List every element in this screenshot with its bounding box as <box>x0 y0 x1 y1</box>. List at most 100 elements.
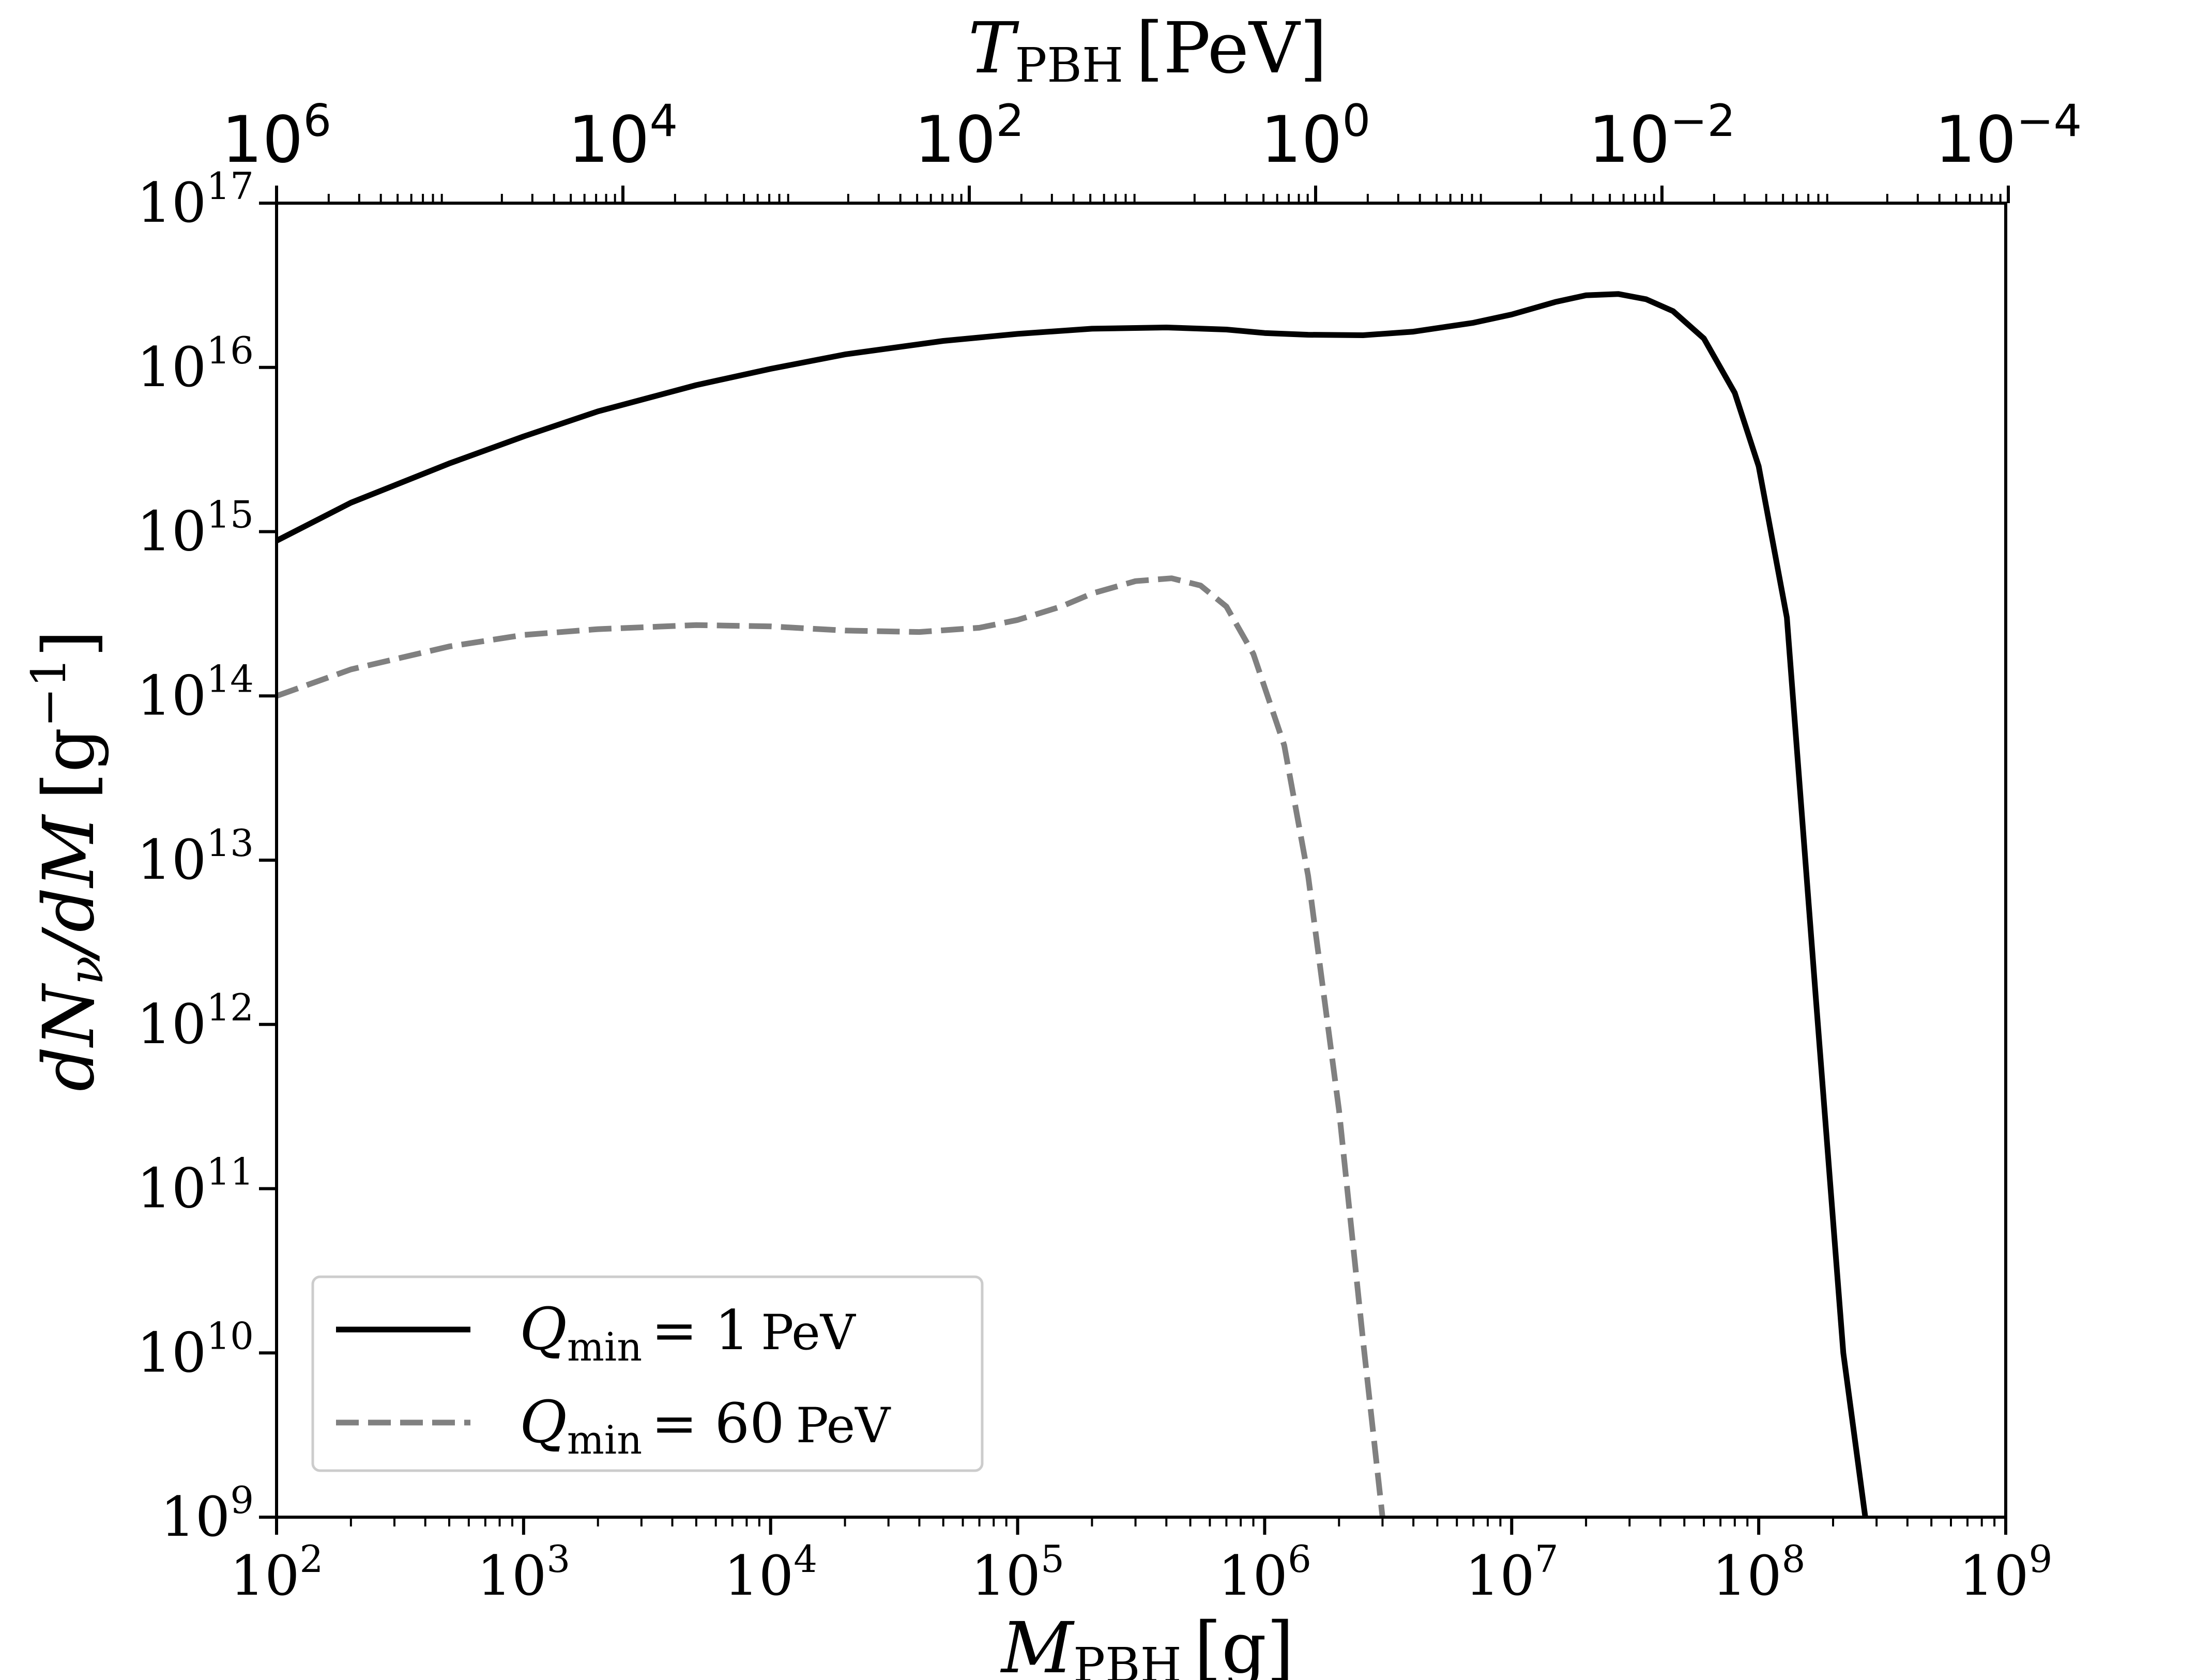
top-tick-exp: −4 <box>2017 95 2082 147</box>
y-axis-title-unit-close: ] <box>28 630 110 658</box>
y-tick-base: 10 <box>136 828 206 892</box>
top-tick-exp: 4 <box>650 95 678 147</box>
top-tick-exp: 0 <box>1342 95 1371 147</box>
x-tick-base: 10 <box>724 1544 794 1608</box>
top-axis-title: TPBH [PeV] <box>968 8 1328 93</box>
legend-2-unit: PeV <box>796 1398 892 1454</box>
legend-label-1: Qmin = 1 PeV <box>520 1296 857 1370</box>
y-tick-label: 109 <box>160 1478 254 1549</box>
series-layer <box>277 291 1868 1517</box>
y-tick-label: 1013 <box>136 821 254 892</box>
legend-1-equals: = 1 <box>651 1299 750 1362</box>
x-axis-title-sub: PBH <box>1073 1638 1182 1680</box>
y-tick-exp: 12 <box>206 986 254 1029</box>
x-tick-label: 103 <box>477 1537 571 1608</box>
top-axis-title-unit: [PeV] <box>1136 8 1327 89</box>
top-tick-exp: 2 <box>996 95 1025 147</box>
major-ticks <box>259 186 2010 1535</box>
y-tick-exp: 11 <box>206 1150 254 1194</box>
series-line-2 <box>277 575 1387 1517</box>
y-tick-base: 10 <box>160 1485 230 1549</box>
y-tick-base: 10 <box>136 664 206 727</box>
x-tick-base: 10 <box>971 1544 1041 1608</box>
x-tick-exp: 5 <box>1041 1537 1064 1581</box>
top-tick-base: 10 <box>1589 103 1670 177</box>
y-tick-exp: 13 <box>206 821 254 865</box>
x-tick-base: 10 <box>1218 1544 1288 1608</box>
y-axis-title-main: dN <box>28 983 110 1091</box>
x-tick-label: 107 <box>1465 1537 1559 1608</box>
top-tick-label: 10−2 <box>1589 95 1736 177</box>
top-tick-base: 10 <box>568 103 650 177</box>
x-tick-exp: 9 <box>2029 1537 2053 1581</box>
y-axis-title-unit: [g <box>28 727 110 800</box>
x-axis-title: MPBH [g] <box>1000 1608 1294 1680</box>
y-tick-base: 10 <box>136 992 206 1056</box>
x-tick-label: 109 <box>1959 1537 2053 1608</box>
top-tick-base: 10 <box>1261 103 1342 177</box>
legend-2-sub: min <box>567 1417 642 1463</box>
y-tick-exp: 17 <box>206 164 254 208</box>
top-tick-base: 10 <box>914 103 996 177</box>
y-axis-title-sub: ν <box>58 956 114 985</box>
y-axis-title: dNν/dM [g−1] <box>21 630 114 1092</box>
top-axis-title-sub: PBH <box>1015 38 1123 93</box>
y-tick-label: 1016 <box>136 329 254 399</box>
x-tick-base: 10 <box>1959 1544 2029 1608</box>
legend-label-2: Qmin = 60 PeV <box>520 1389 891 1463</box>
top-tick-exp: 6 <box>303 95 332 147</box>
top-tick-label: 106 <box>222 95 332 177</box>
x-axis-title-symbol: M <box>1000 1608 1075 1680</box>
top-tick-label: 100 <box>1261 95 1371 177</box>
x-tick-exp: 6 <box>1288 1537 1311 1581</box>
y-tick-label: 1012 <box>136 986 254 1056</box>
x-tick-label: 102 <box>230 1537 324 1608</box>
top-tick-labels: 106 104 102 100 10−2 10−4 <box>222 95 2082 177</box>
x-tick-exp: 7 <box>1535 1537 1559 1581</box>
y-tick-base: 10 <box>136 1321 206 1384</box>
x-tick-exp: 2 <box>300 1537 324 1581</box>
x-tick-base: 10 <box>1712 1544 1782 1608</box>
top-tick-label: 10−4 <box>1935 95 2082 177</box>
y-tick-label: 1015 <box>136 493 254 563</box>
y-tick-exp: 14 <box>206 657 254 700</box>
top-tick-label: 104 <box>568 95 678 177</box>
x-tick-exp: 8 <box>1782 1537 1806 1581</box>
top-axis-title-symbol: T <box>968 8 1020 89</box>
y-tick-exp: 10 <box>206 1314 254 1357</box>
y-axis-title-unit-exp: −1 <box>21 658 77 728</box>
legend-frame <box>311 1275 984 1472</box>
x-tick-labels: 102 103 104 105 106 107 108 109 <box>230 1537 2053 1608</box>
top-tick-base: 10 <box>222 103 303 177</box>
y-tick-label: 1010 <box>136 1314 254 1384</box>
legend-1-symbol: Q <box>520 1296 567 1363</box>
y-tick-exp: 15 <box>206 493 254 537</box>
x-tick-base: 10 <box>477 1544 547 1608</box>
x-tick-exp: 4 <box>794 1537 817 1581</box>
legend-1-unit: PeV <box>761 1305 857 1361</box>
x-tick-label: 108 <box>1712 1537 1806 1608</box>
x-tick-label: 104 <box>724 1537 817 1608</box>
y-tick-base: 10 <box>136 500 206 563</box>
x-tick-base: 10 <box>230 1544 300 1608</box>
legend-1-sub: min <box>567 1324 642 1370</box>
y-tick-base: 10 <box>136 335 206 399</box>
top-tick-base: 10 <box>1935 103 2017 177</box>
legend-2-symbol: Q <box>520 1389 567 1456</box>
y-tick-label: 1014 <box>136 657 254 727</box>
y-tick-label: 1011 <box>136 1150 254 1220</box>
y-tick-label: 1017 <box>136 164 254 235</box>
top-tick-exp: −2 <box>1670 95 1736 147</box>
y-tick-exp: 16 <box>206 329 254 372</box>
top-tick-label: 102 <box>914 95 1025 177</box>
x-tick-base: 10 <box>1465 1544 1535 1608</box>
y-tick-exp: 9 <box>230 1478 254 1522</box>
legend-2-equals: = 60 <box>651 1392 784 1455</box>
x-tick-label: 105 <box>971 1537 1064 1608</box>
y-tick-base: 10 <box>136 171 206 235</box>
x-tick-label: 106 <box>1218 1537 1311 1608</box>
series-line-1 <box>277 291 1868 1517</box>
y-tick-base: 10 <box>136 1157 206 1220</box>
